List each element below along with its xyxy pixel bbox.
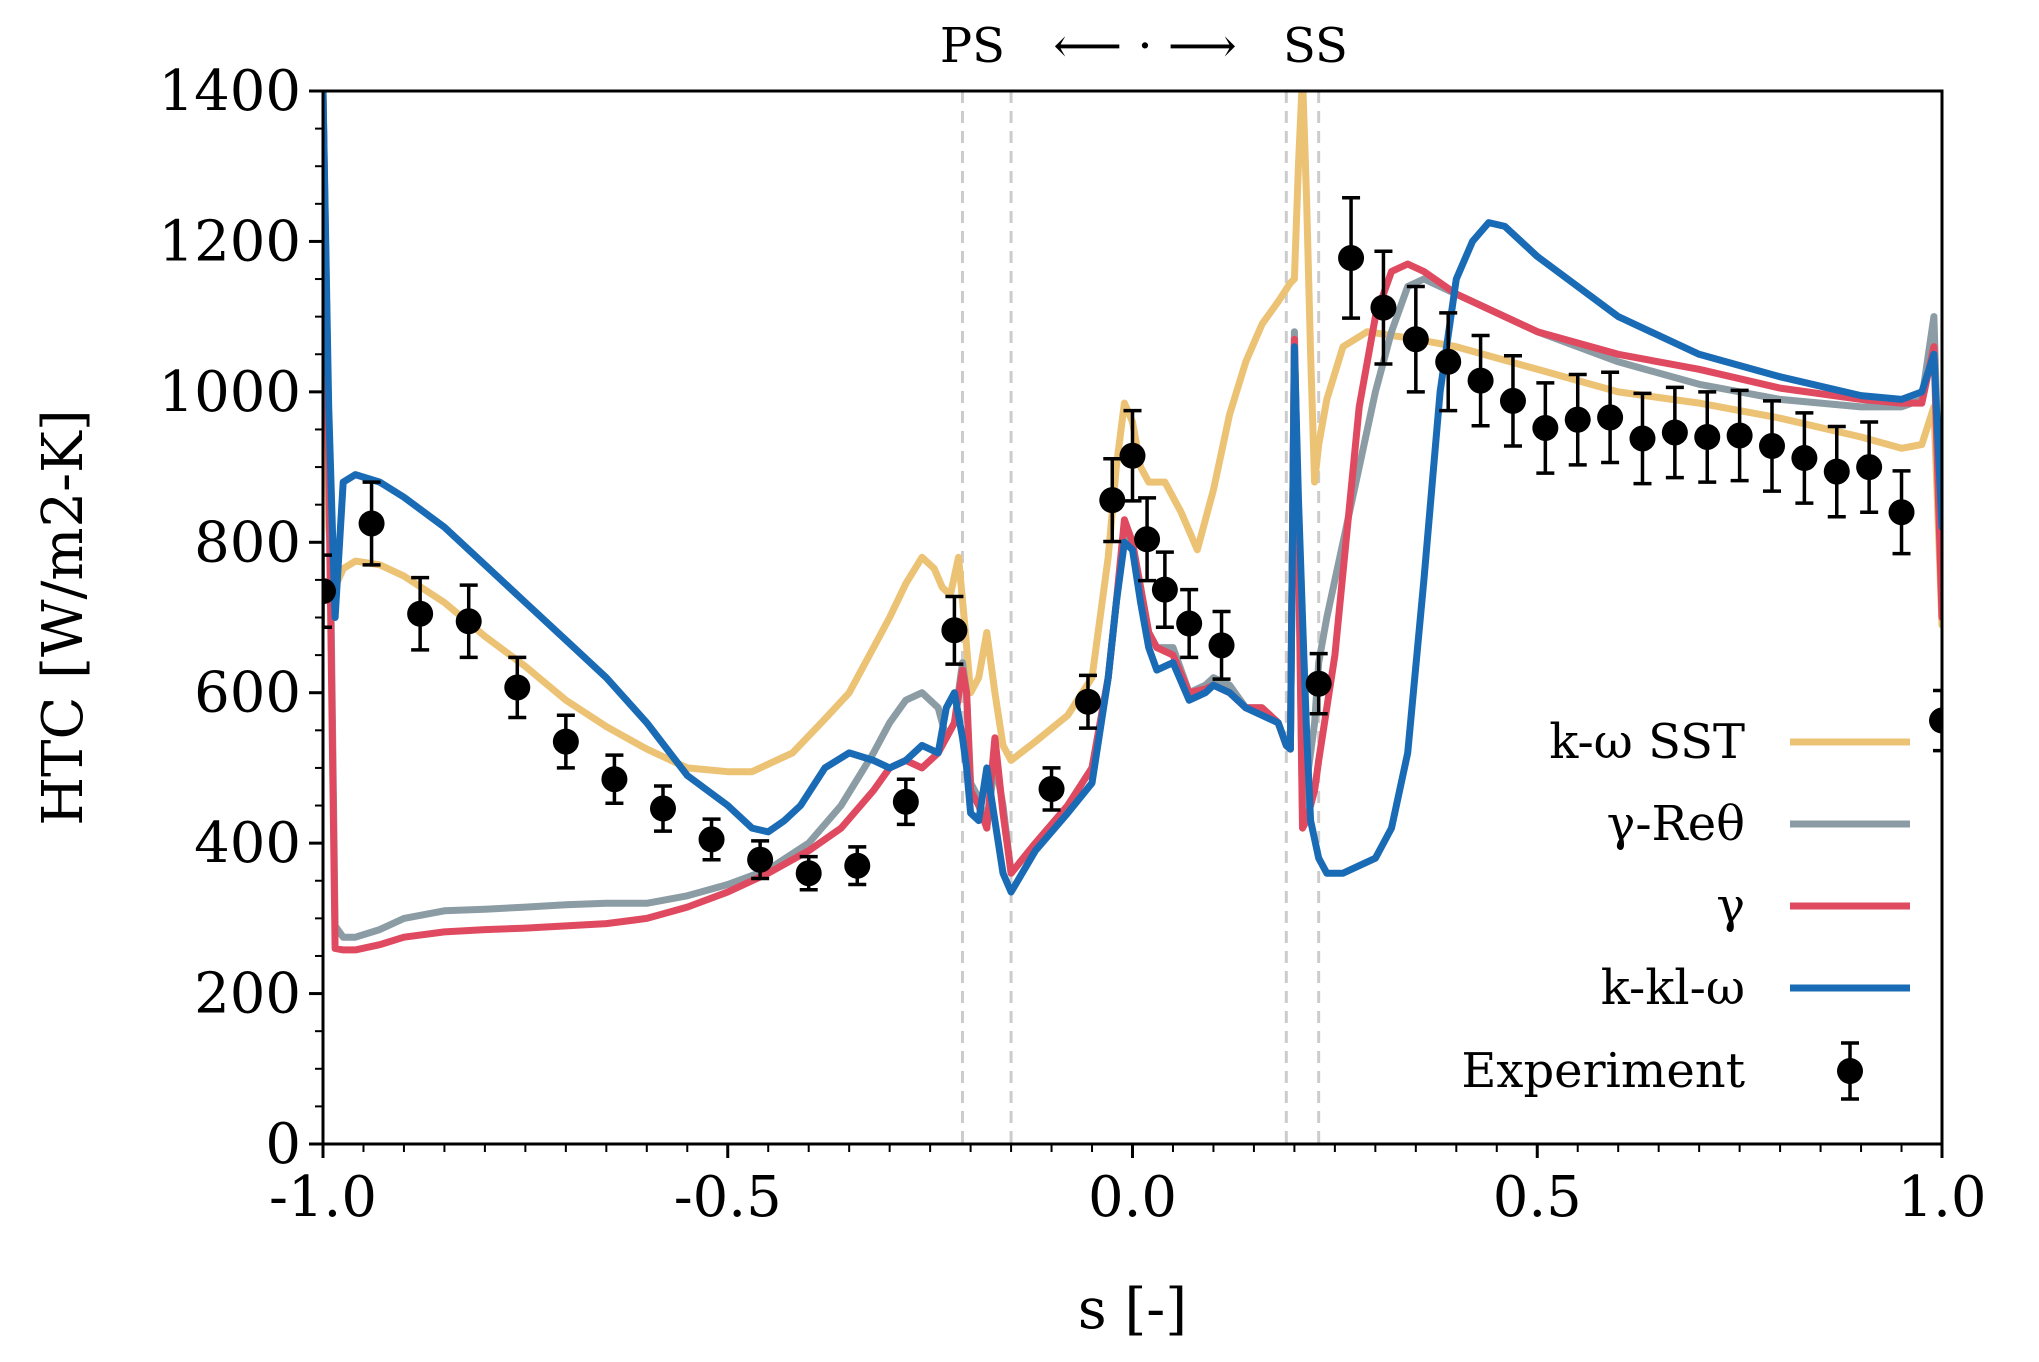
experiment-point: [1532, 381, 1559, 475]
experiment-point: [1176, 587, 1203, 660]
experiment-point: [1791, 411, 1818, 505]
y-tick-label: 800: [194, 510, 301, 575]
experiment-point: [649, 784, 676, 833]
experiment-point: [1564, 372, 1591, 467]
x-tick-label: 1.0: [1897, 1165, 1986, 1230]
experiment-point: [1435, 311, 1462, 413]
ss-label: SS: [1283, 18, 1348, 74]
legend-entry: γ-Reθ: [1607, 796, 1910, 852]
experiment-point: [504, 655, 531, 720]
experiment-point: [1208, 609, 1235, 681]
experiment-point: [1629, 391, 1656, 486]
legend-entry: γ: [1716, 878, 1910, 934]
y-tick-label: 400: [194, 811, 301, 876]
experiment-point: [1759, 399, 1786, 493]
experiment-point: [1119, 408, 1146, 503]
experiment-point: [1499, 354, 1526, 448]
legend-entry: k-ω SST: [1549, 714, 1910, 770]
experiment-point: [1888, 469, 1915, 556]
experiment-point: [1856, 420, 1883, 514]
experiment-point: [323, 553, 336, 630]
legend: k-ω SST γ-Reθ γ k-kl-ω Experiment: [1461, 714, 1910, 1101]
experiment-point: [601, 753, 628, 806]
experiment-point: [407, 575, 434, 652]
y-tick-label: 1400: [158, 59, 301, 124]
legend-swatch: [1837, 1058, 1863, 1084]
x-tick-label: 0.5: [1493, 1165, 1582, 1230]
experiment-point: [1074, 673, 1101, 730]
y-tick-label: 200: [194, 962, 301, 1027]
legend-label: k-ω SST: [1549, 714, 1745, 770]
experiment-point: [1597, 370, 1624, 465]
experiment-point: [747, 839, 774, 881]
direction-arrow: ⟵ · ⟶: [1053, 18, 1236, 74]
experiment-point: [1038, 766, 1065, 812]
legend-label: Experiment: [1461, 1043, 1745, 1099]
axis-ticks: -1.0 -0.5 0.0 0.5 1.0 0 200 400 600 800 1000 1200 14…: [158, 59, 1986, 1230]
experiment-point: [1305, 651, 1332, 716]
y-tick-label: 1000: [158, 360, 301, 425]
experiment-point: [1402, 284, 1429, 394]
legend-label: γ-Reθ: [1607, 796, 1745, 852]
experiment-point: [1134, 496, 1161, 583]
ps-ss-annotation: PS ⟵ · ⟶ SS: [940, 18, 1348, 74]
y-tick-label: 0: [265, 1112, 301, 1177]
series-line-3: [323, 91, 1942, 896]
legend-entry: k-kl-ω: [1601, 960, 1910, 1016]
legend-label: γ: [1716, 878, 1745, 934]
x-tick-label: -1.0: [269, 1165, 377, 1230]
ps-label: PS: [940, 18, 1005, 74]
experiment-point: [1726, 388, 1753, 483]
experiment-point: [1370, 249, 1397, 366]
experiment-point: [1338, 196, 1365, 320]
experiment-point: [1929, 688, 1942, 753]
experiment-point: [552, 713, 579, 770]
y-tick-label: 600: [194, 661, 301, 726]
experiment-point: [844, 845, 871, 887]
x-tick-label: -0.5: [674, 1165, 782, 1230]
x-tick-label: 0.0: [1088, 1165, 1177, 1230]
experiment-point: [941, 594, 968, 666]
experiment-point: [1823, 424, 1850, 519]
experiment-points: [323, 196, 1942, 892]
legend-label: k-kl-ω: [1601, 960, 1745, 1016]
experiment-point: [1099, 457, 1126, 544]
experiment-point: [1151, 550, 1178, 630]
legend-entry: Experiment: [1461, 1041, 1863, 1101]
experiment-point: [1467, 333, 1494, 428]
experiment-point: [358, 480, 385, 567]
y-tick-label: 1200: [158, 209, 301, 274]
experiment-point: [795, 854, 822, 892]
experiment-point: [698, 817, 725, 862]
x-axis-label: s [-]: [1078, 1277, 1187, 1342]
experiment-point: [455, 583, 482, 660]
y-axis-label: HTC [W/m2-K]: [31, 409, 96, 825]
experiment-point: [892, 777, 919, 827]
experiment-point: [1661, 385, 1688, 480]
series-line-0: [323, 91, 1942, 776]
experiment-point: [1694, 390, 1721, 484]
